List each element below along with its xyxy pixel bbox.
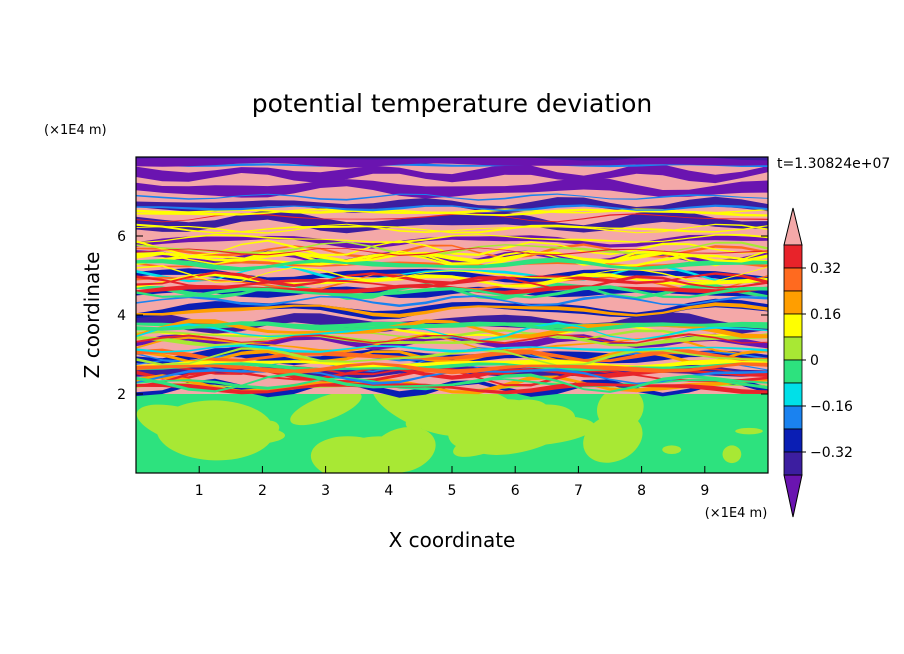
mixed-anomaly-band bbox=[136, 294, 768, 307]
boundary-layer-blob bbox=[735, 427, 763, 435]
colorbar-level bbox=[783, 313, 803, 338]
boundary-layer-blob bbox=[290, 391, 362, 426]
mixed-anomaly-band bbox=[136, 257, 768, 271]
time-label: t=1.30824e+07 bbox=[777, 156, 890, 172]
boundary-layer-blob bbox=[369, 451, 390, 467]
mixed-anomaly-band bbox=[136, 365, 768, 381]
boundary-layer-blob bbox=[662, 445, 682, 455]
chart-title: potential temperature deviation bbox=[252, 89, 652, 118]
mixed-anomaly-band bbox=[136, 273, 768, 292]
contour-field bbox=[136, 157, 768, 473]
boundary-layer-blob bbox=[405, 416, 424, 431]
colorbar-label: 0.16 bbox=[810, 307, 841, 323]
mixed-anomaly-band bbox=[136, 275, 768, 290]
lower-layer bbox=[136, 378, 768, 473]
colorbar-level bbox=[783, 290, 803, 315]
mixed-anomaly-band bbox=[136, 347, 768, 365]
mixed-anomaly-band bbox=[136, 319, 768, 339]
colorbar-level bbox=[783, 359, 803, 384]
boundary-layer-blob bbox=[722, 445, 742, 464]
boundary-layer-blob bbox=[471, 399, 550, 447]
mixed-anomaly-band bbox=[136, 382, 768, 395]
mixed-anomaly-band bbox=[136, 334, 768, 355]
upper-streak bbox=[136, 233, 768, 244]
colorbar-level bbox=[783, 336, 803, 361]
colorbar-label: −0.32 bbox=[810, 445, 853, 461]
upper-streak bbox=[136, 247, 768, 256]
x-tick-label: 8 bbox=[637, 483, 646, 499]
x-tick-label: 9 bbox=[700, 483, 709, 499]
colorbar-lower-extend bbox=[783, 474, 803, 518]
upper-streak bbox=[136, 213, 768, 223]
mixed-anomaly-band bbox=[136, 321, 768, 332]
upper-streak bbox=[136, 208, 768, 217]
x-unit-label: (×1E4 m) bbox=[705, 506, 768, 521]
colorbar-level bbox=[783, 244, 803, 269]
mixed-anomaly-band bbox=[136, 372, 768, 393]
mixed-anomaly-band bbox=[136, 333, 768, 344]
y-axis-label: Z coordinate bbox=[80, 252, 104, 379]
x-tick-label: 6 bbox=[511, 483, 520, 499]
colorbar-level bbox=[783, 428, 803, 453]
top-cold-strip bbox=[136, 157, 768, 168]
colorbar-upper-extend bbox=[783, 207, 803, 246]
y-tick-label: 6 bbox=[117, 229, 126, 245]
upper-streak bbox=[136, 223, 768, 234]
mixed-anomaly-band bbox=[136, 344, 768, 353]
y-axis: 2 4 6 bbox=[117, 229, 768, 403]
colorbar-level bbox=[783, 267, 803, 292]
y-unit-label: (×1E4 m) bbox=[44, 123, 107, 138]
colorbar: 0.32 0.16 0 −0.16 −0.32 bbox=[783, 207, 853, 518]
cold-anomaly-band bbox=[136, 177, 768, 199]
x-axis: 1 2 3 4 5 6 7 8 9 bbox=[195, 466, 709, 499]
cold-anomaly-band bbox=[136, 164, 768, 184]
x-tick-label: 4 bbox=[384, 483, 393, 499]
mixed-anomaly-band bbox=[136, 374, 768, 395]
mixed-anomaly-band bbox=[136, 243, 768, 260]
mixed-anomaly-band bbox=[136, 285, 768, 299]
x-tick-label: 2 bbox=[258, 483, 267, 499]
x-tick-label: 1 bbox=[195, 483, 204, 499]
colorbar-level bbox=[783, 382, 803, 407]
boundary-layer-blob bbox=[385, 446, 418, 454]
boundary-layer-blob bbox=[185, 433, 210, 444]
upper-layer bbox=[136, 157, 768, 398]
mixed-anomaly-band bbox=[136, 272, 768, 288]
boundary-layer-blob bbox=[583, 413, 643, 463]
upper-streak bbox=[136, 208, 768, 214]
cold-anomaly-band bbox=[136, 333, 768, 350]
colorbar-label: −0.16 bbox=[810, 399, 853, 415]
x-axis-label: X coordinate bbox=[389, 528, 516, 552]
boundary-layer-blob bbox=[136, 404, 238, 450]
upper-streak bbox=[136, 163, 768, 168]
y-tick-label: 2 bbox=[117, 387, 126, 403]
mixed-anomaly-band bbox=[136, 265, 768, 283]
colorbar-level bbox=[783, 451, 803, 476]
upper-streak bbox=[136, 204, 768, 212]
cold-anomaly-band bbox=[136, 286, 768, 298]
cold-anomaly-band bbox=[136, 234, 768, 249]
mixed-anomaly-band bbox=[136, 362, 768, 375]
boundary-layer-blob bbox=[259, 420, 280, 435]
mixed-anomaly-band bbox=[136, 302, 768, 318]
x-tick-label: 5 bbox=[448, 483, 457, 499]
colorbar-level bbox=[783, 405, 803, 430]
upper-streak bbox=[136, 193, 768, 201]
cold-anomaly-band bbox=[136, 196, 768, 214]
x-tick-label: 3 bbox=[321, 483, 330, 499]
colorbar-label: 0.32 bbox=[810, 261, 841, 277]
x-tick-label: 7 bbox=[574, 483, 583, 499]
mixed-anomaly-band bbox=[136, 332, 768, 348]
colorbar-label: 0 bbox=[810, 353, 819, 369]
cold-anomaly-band bbox=[136, 209, 768, 234]
y-tick-label: 4 bbox=[117, 308, 126, 324]
mixed-anomaly-band bbox=[136, 264, 768, 283]
mixed-anomaly-band bbox=[136, 251, 768, 264]
mixed-anomaly-band bbox=[136, 321, 768, 342]
